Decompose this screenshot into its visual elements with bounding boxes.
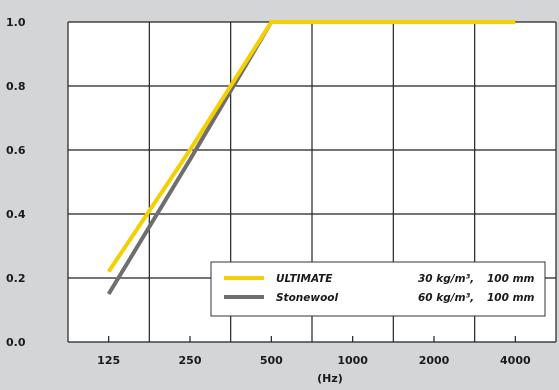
y-tick-label: 0.6 xyxy=(6,144,26,157)
legend-series-name: Stonewool xyxy=(276,292,339,304)
legend-box xyxy=(210,261,546,317)
y-tick-label: 0.0 xyxy=(6,336,26,349)
y-tick-label: 0.8 xyxy=(6,80,26,93)
legend-series-name: ULTIMATE xyxy=(276,273,333,285)
y-tick-label: 0.2 xyxy=(6,272,26,285)
x-axis-label: (Hz) xyxy=(317,372,343,385)
x-tick-label: 250 xyxy=(179,354,202,367)
y-tick-label: 1.0 xyxy=(6,16,26,29)
x-tick-label: 500 xyxy=(260,354,283,367)
legend: ULTIMATE 30 kg/m³, 100 mm Stonewool 60 kg/m³… xyxy=(210,261,546,317)
legend-density: 60 kg/m³, xyxy=(418,292,474,304)
x-tick-label: 4000 xyxy=(500,354,531,367)
y-tick-labels: 0.0 0.2 0.4 0.6 0.8 1.0 xyxy=(6,16,26,349)
legend-density: 30 kg/m³, xyxy=(418,273,474,285)
series-line xyxy=(107,20,516,273)
x-tick-labels: 125 250 500 1000 2000 4000 xyxy=(97,354,531,367)
x-tick-label: 125 xyxy=(97,354,120,367)
series-lines xyxy=(106,20,516,296)
legend-thickness: 100 mm xyxy=(487,292,535,304)
legend-thickness: 100 mm xyxy=(487,273,535,285)
x-tick-label: 1000 xyxy=(337,354,368,367)
y-tick-label: 0.4 xyxy=(6,208,26,221)
x-tick-label: 2000 xyxy=(419,354,450,367)
